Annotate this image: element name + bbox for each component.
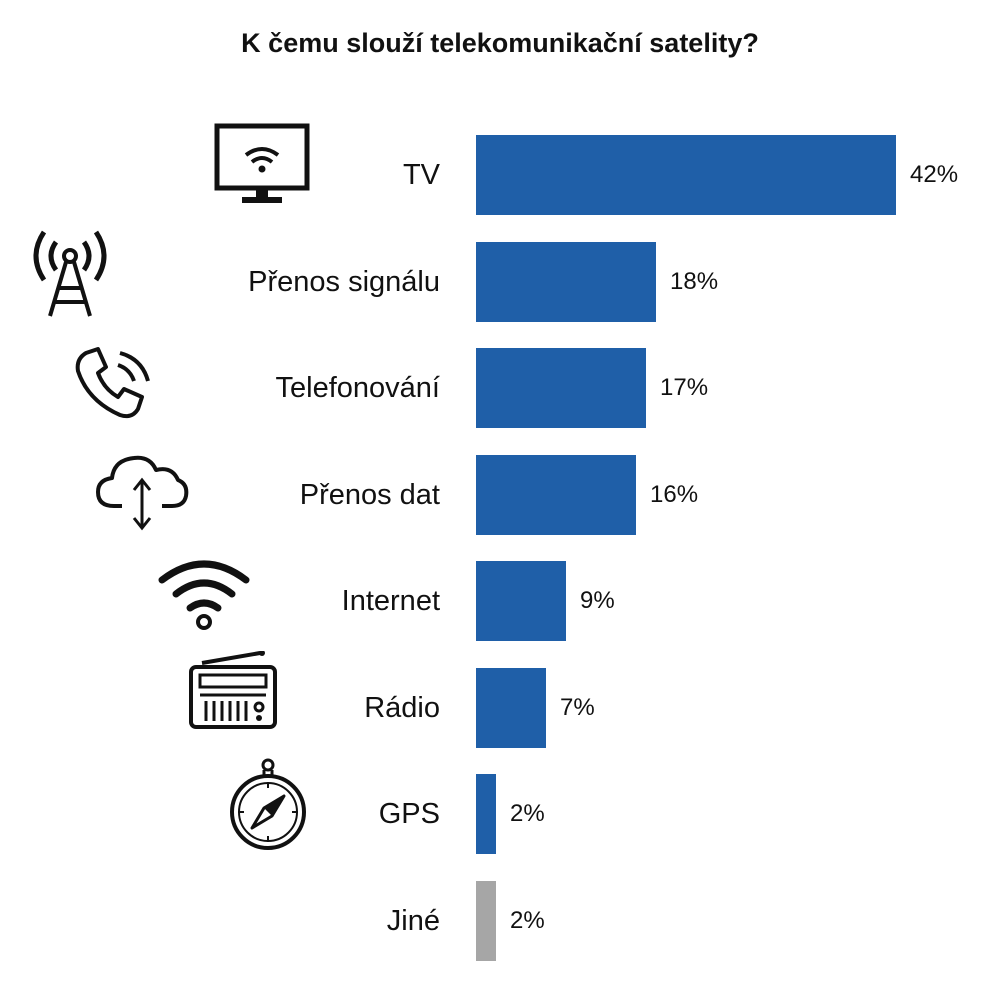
antenna-tower-icon	[20, 226, 120, 327]
bar	[476, 241, 656, 322]
bar	[476, 880, 496, 961]
value-label: 16%	[650, 480, 699, 508]
category-label: Přenos dat	[299, 478, 440, 511]
radio-icon	[188, 650, 278, 736]
bar	[476, 561, 566, 641]
bar	[476, 774, 496, 854]
value-label: 7%	[560, 693, 595, 721]
category-label: Telefonování	[275, 372, 440, 404]
category-label: Rádio	[364, 691, 440, 724]
value-label: 2%	[510, 800, 545, 827]
value-label: 42%	[910, 161, 959, 188]
compass-icon	[228, 758, 308, 859]
value-label: 9%	[580, 587, 615, 614]
category-label: TV	[402, 159, 440, 191]
value-label: 18%	[670, 267, 719, 295]
bar	[476, 348, 646, 428]
category-label: Přenos signálu	[248, 265, 440, 298]
value-label: 2%	[510, 906, 545, 934]
cloud-transfer-icon	[94, 448, 190, 537]
bar	[476, 667, 546, 748]
category-label: GPS	[378, 798, 440, 830]
value-label: 17%	[660, 374, 709, 401]
tv-wifi-icon	[214, 123, 310, 212]
category-label: Internet	[341, 585, 440, 617]
wifi-icon	[156, 556, 252, 637]
category-label: Jiné	[386, 904, 440, 937]
bar	[476, 135, 896, 215]
chart-title: K čemu slouží telekomunikační satelity?	[241, 28, 759, 58]
bar	[476, 454, 636, 535]
phone-icon	[72, 345, 156, 430]
